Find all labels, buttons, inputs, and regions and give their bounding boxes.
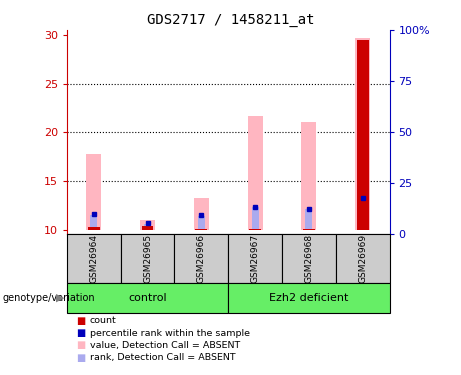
Bar	[195, 228, 207, 230]
Bar	[142, 226, 154, 230]
Text: rank, Detection Call = ABSENT: rank, Detection Call = ABSENT	[90, 353, 236, 362]
Text: ■: ■	[76, 328, 85, 338]
Text: GSM26967: GSM26967	[251, 234, 260, 284]
Bar	[305, 209, 313, 230]
Bar	[67, 234, 121, 283]
Bar	[282, 234, 336, 283]
Bar	[355, 38, 370, 230]
Text: GDS2717 / 1458211_at: GDS2717 / 1458211_at	[147, 13, 314, 27]
Bar	[90, 215, 97, 229]
Text: ■: ■	[76, 353, 85, 363]
Text: GSM26964: GSM26964	[89, 234, 98, 283]
Bar	[86, 154, 101, 230]
Bar	[357, 40, 368, 230]
Text: ■: ■	[76, 316, 85, 326]
Bar	[144, 224, 151, 230]
Bar	[140, 220, 155, 230]
Text: GSM26966: GSM26966	[197, 234, 206, 284]
Text: value, Detection Call = ABSENT: value, Detection Call = ABSENT	[90, 341, 240, 350]
Bar	[336, 234, 390, 283]
Text: GSM26969: GSM26969	[358, 234, 367, 284]
Bar	[228, 283, 390, 313]
Text: GSM26965: GSM26965	[143, 234, 152, 284]
Text: ■: ■	[76, 340, 85, 350]
Bar	[198, 216, 205, 229]
Bar	[228, 234, 282, 283]
Bar	[359, 200, 366, 230]
Text: ▶: ▶	[56, 293, 64, 303]
Bar	[248, 116, 263, 230]
Bar	[174, 234, 228, 283]
Bar	[194, 198, 209, 230]
Bar	[249, 228, 261, 230]
Text: genotype/variation: genotype/variation	[2, 293, 95, 303]
Bar	[252, 207, 259, 230]
Text: control: control	[128, 293, 167, 303]
Text: percentile rank within the sample: percentile rank within the sample	[90, 328, 250, 338]
Bar	[121, 234, 174, 283]
Bar	[303, 228, 315, 230]
Bar	[88, 227, 100, 230]
Bar	[67, 283, 228, 313]
Text: count: count	[90, 316, 117, 325]
Text: GSM26968: GSM26968	[304, 234, 313, 284]
Bar	[301, 123, 316, 230]
Text: Ezh2 deficient: Ezh2 deficient	[269, 293, 349, 303]
